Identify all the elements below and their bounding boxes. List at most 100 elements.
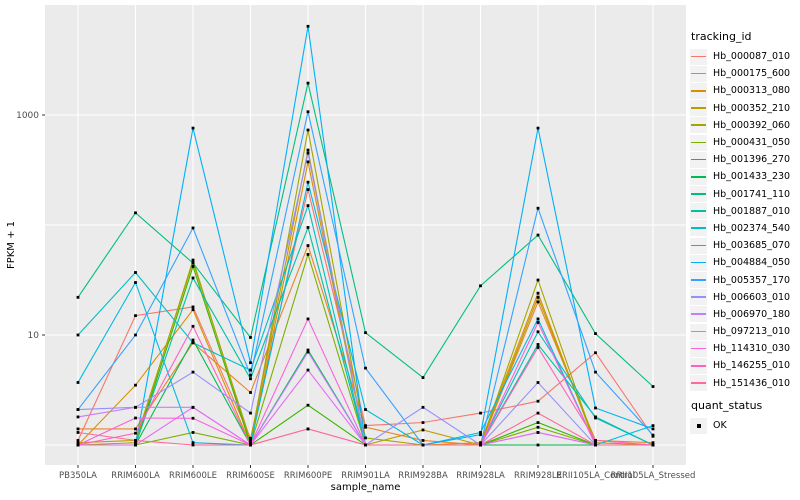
data-point	[306, 427, 310, 431]
legend-item: Hb_000313_080	[690, 82, 790, 99]
data-point	[594, 370, 597, 374]
data-point	[536, 300, 540, 304]
data-point	[191, 226, 195, 230]
data-point	[306, 81, 310, 85]
data-point	[191, 305, 195, 309]
data-point	[536, 317, 540, 321]
legend-tracking-id: tracking_id Hb_000087_010 Hb_000175_600 Hb…	[690, 30, 790, 392]
legend-key-line-icon	[690, 254, 707, 271]
legend-item: Hb_114310_030	[690, 340, 790, 357]
data-point	[536, 330, 540, 334]
legend-item-label: Hb_114310_030	[713, 343, 791, 355]
x-tick-label: RRIM600SE	[226, 471, 275, 481]
data-point	[536, 233, 540, 237]
legend-item-label: Hb_006603_010	[713, 291, 791, 303]
data-point	[76, 381, 80, 384]
data-point	[249, 373, 252, 377]
data-point	[134, 211, 137, 215]
data-point	[536, 346, 540, 349]
legend-key-line-icon	[690, 220, 707, 237]
data-point	[536, 343, 540, 346]
data-point	[134, 314, 137, 318]
legend-item: Hb_000175_600	[690, 65, 790, 82]
data-point	[191, 441, 195, 445]
data-point	[76, 415, 80, 419]
y-tick-label: 1000	[16, 111, 39, 121]
legend-item: Hb_000087_010	[690, 48, 790, 65]
data-point	[536, 126, 540, 130]
data-point	[364, 408, 367, 411]
data-point	[191, 443, 195, 447]
legend-item: Hb_001741_110	[690, 186, 790, 203]
data-point	[306, 350, 310, 354]
data-point	[536, 206, 540, 210]
legend-item: Hb_001887_010	[690, 203, 790, 220]
legend2-title: quant_status	[691, 399, 763, 412]
legend-item-label: Hb_006970_180	[713, 308, 791, 320]
data-point	[249, 436, 252, 440]
legend-item: Hb_001396_270	[690, 151, 790, 168]
data-point	[191, 431, 195, 434]
legend-item: Hb_000431_050	[690, 134, 790, 151]
data-point	[134, 443, 137, 447]
x-tick-label: RRIM600PE	[284, 471, 332, 481]
legend-quant-status: quant_status OK	[690, 399, 762, 434]
data-point	[249, 368, 252, 372]
y-tick-label: 10	[28, 331, 40, 341]
legend-item-label: Hb_151436_010	[713, 377, 791, 389]
legend-items: Hb_000087_010 Hb_000175_600 Hb_000313_080 H…	[690, 48, 790, 392]
legend-item: Hb_000352_210	[690, 100, 790, 117]
data-point	[306, 110, 310, 114]
data-point	[191, 265, 195, 268]
data-point	[306, 204, 310, 208]
data-point	[306, 180, 310, 184]
data-point	[594, 406, 597, 410]
data-point	[594, 416, 597, 420]
data-point	[134, 441, 137, 445]
data-point	[479, 441, 482, 445]
data-point	[191, 276, 195, 280]
legend-item-label: Hb_000313_080	[713, 85, 791, 97]
data-point	[134, 281, 137, 284]
data-point	[594, 443, 597, 447]
x-tick-label: RRIM600LE	[169, 471, 217, 481]
legend-key-line-icon	[690, 168, 707, 185]
data-point	[249, 441, 252, 445]
data-point	[191, 416, 195, 420]
legend-item-label: Hb_002374_540	[713, 222, 791, 234]
legend-key-line-icon	[690, 289, 707, 306]
data-point	[536, 431, 540, 434]
data-point	[249, 361, 252, 365]
legend-key-line-icon	[690, 186, 707, 203]
legend-key-line-icon	[690, 306, 707, 323]
data-point	[306, 128, 310, 132]
data-point	[306, 348, 310, 352]
data-point	[536, 278, 540, 282]
legend-item: Hb_003685_070	[690, 237, 790, 254]
data-point	[651, 427, 655, 431]
legend-item-label: Hb_000087_010	[713, 51, 791, 63]
data-point	[134, 333, 137, 337]
data-point	[421, 439, 425, 442]
data-point	[76, 441, 80, 445]
data-point	[536, 399, 540, 403]
data-point	[594, 439, 597, 442]
legend-item-label: Hb_000352_210	[713, 102, 791, 114]
data-point	[191, 338, 195, 342]
x-axis-title: sample_name	[331, 482, 401, 493]
data-point	[306, 188, 310, 191]
legend-item-label: Hb_003685_070	[713, 240, 791, 252]
data-point	[306, 403, 310, 407]
data-point	[364, 424, 367, 428]
legend-key-line-icon	[690, 151, 707, 168]
legend-item-label: Hb_000392_060	[713, 119, 791, 131]
data-point	[421, 428, 425, 432]
data-point	[306, 160, 310, 164]
x-tick-label: RRIM928LA	[456, 471, 505, 481]
x-tick-label: RRIM600LA	[111, 471, 160, 481]
data-point	[479, 433, 482, 437]
legend-key-line-icon	[690, 134, 707, 151]
data-point	[479, 443, 482, 447]
data-point	[536, 321, 540, 324]
